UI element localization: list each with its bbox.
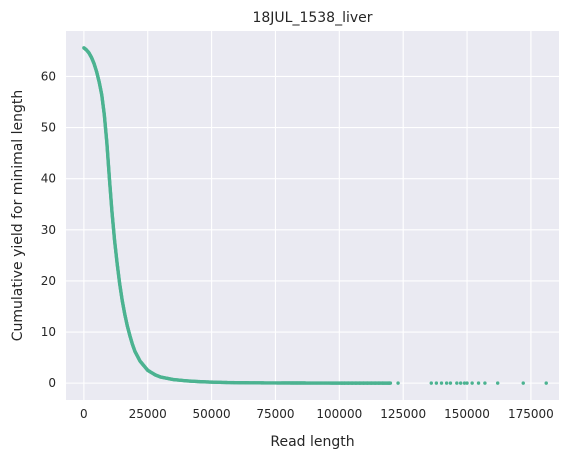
data-point xyxy=(429,381,433,385)
data-point xyxy=(396,381,400,385)
data-point xyxy=(381,381,385,385)
data-point xyxy=(387,381,391,385)
data-point xyxy=(439,381,444,385)
x-tick-label: 175000 xyxy=(508,407,554,421)
data-point xyxy=(377,381,381,385)
data-point xyxy=(544,381,548,385)
data-point xyxy=(521,381,525,385)
y-tick-label: 10 xyxy=(41,325,56,339)
data-point xyxy=(444,381,449,385)
y-axis-ticks: 0 10 20 30 40 50 60 xyxy=(41,69,56,390)
x-axis-label: Read length xyxy=(270,434,354,450)
data-point xyxy=(465,381,469,385)
data-point xyxy=(434,381,439,385)
data-point xyxy=(458,381,463,385)
x-tick-label: 0 xyxy=(80,407,88,421)
y-tick-label: 20 xyxy=(41,274,56,288)
data-point xyxy=(365,381,370,385)
data-point xyxy=(448,381,453,385)
data-point xyxy=(373,381,377,385)
x-tick-label: 25000 xyxy=(129,407,167,421)
x-tick-label: 125000 xyxy=(380,407,426,421)
x-tick-label: 75000 xyxy=(256,407,294,421)
data-point xyxy=(495,381,500,385)
data-point xyxy=(346,381,350,385)
x-tick-label: 50000 xyxy=(193,407,231,421)
data-point xyxy=(340,381,344,385)
data-point xyxy=(462,381,467,385)
y-tick-label: 50 xyxy=(41,121,56,135)
data-point xyxy=(342,381,347,385)
data-point xyxy=(470,381,474,385)
data-points xyxy=(82,46,548,385)
data-point xyxy=(455,381,459,385)
data-point xyxy=(369,381,373,385)
data-point xyxy=(483,381,487,385)
data-point xyxy=(358,381,362,385)
y-tick-label: 30 xyxy=(41,223,56,237)
x-tick-label: 100000 xyxy=(316,407,362,421)
y-tick-label: 0 xyxy=(48,376,56,390)
y-axis-label: Cumulative yield for minimal length xyxy=(10,90,26,342)
data-point xyxy=(361,381,366,385)
plot-background xyxy=(66,31,559,400)
data-point xyxy=(350,381,354,385)
x-tick-label: 150000 xyxy=(444,407,490,421)
data-point xyxy=(354,381,358,385)
data-point xyxy=(476,381,481,385)
y-tick-label: 40 xyxy=(41,172,56,186)
chart-title: 18JUL_1538_liver xyxy=(252,10,372,26)
grid xyxy=(66,31,559,400)
y-tick-label: 60 xyxy=(41,69,56,83)
x-axis-ticks: 0 25000 50000 75000 100000 125000 150000 175000 xyxy=(80,407,554,421)
